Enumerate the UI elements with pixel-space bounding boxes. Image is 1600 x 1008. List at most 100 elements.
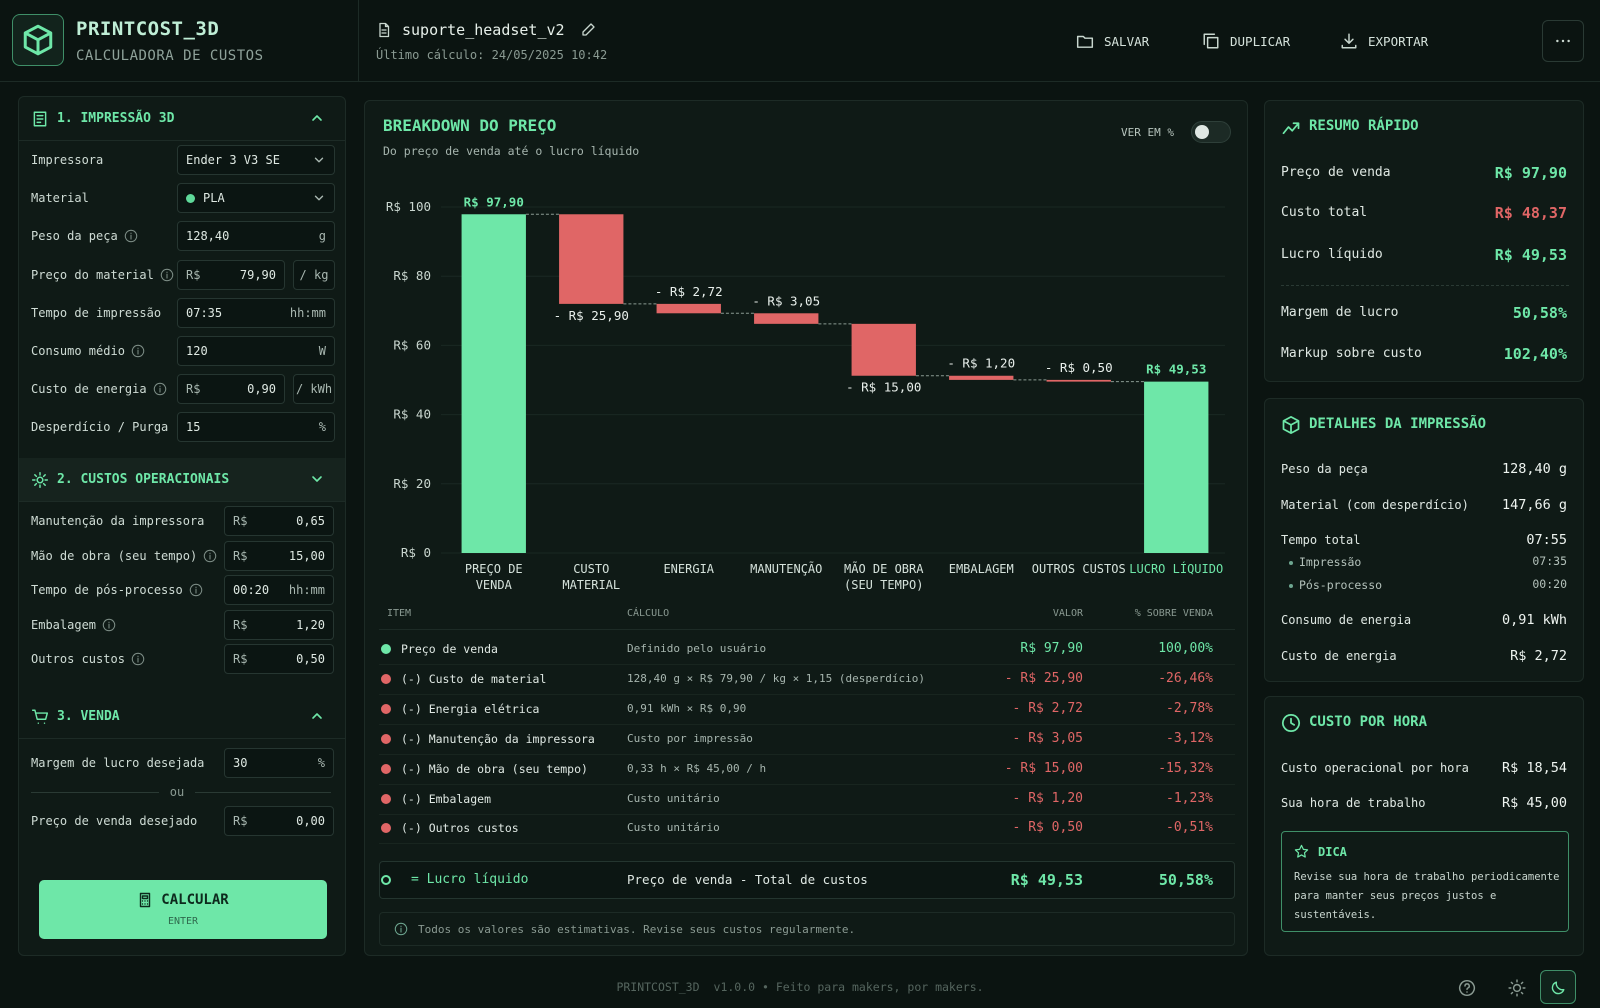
field-label: Peso da peça xyxy=(31,228,138,244)
detail-label: Custo de energia xyxy=(1281,649,1397,663)
brand-subtitle: CALCULADORA DE CUSTOS xyxy=(76,48,264,64)
input[interactable]: R$ 0,50 xyxy=(224,644,334,674)
icon-path xyxy=(160,268,173,281)
detail-value: 0,91 kWh xyxy=(1501,612,1567,628)
card-title: RESUMO RÁPIDO xyxy=(1309,118,1419,134)
calculate-button[interactable]: CALCULAR ENTER xyxy=(39,880,327,939)
section-header[interactable]: 3. VENDA xyxy=(19,695,345,739)
table-calc: 0,91 kWh × R$ 0,90 xyxy=(627,701,747,715)
value-label: - R$ 3,05 xyxy=(752,293,820,308)
icon-path xyxy=(204,549,217,562)
summary-label: Lucro líquido xyxy=(1281,247,1383,262)
field-label: Consumo médio xyxy=(31,343,145,359)
input-value: Ender 3 V3 SE xyxy=(186,153,280,167)
field-label-text: Tempo de impressão xyxy=(31,305,162,320)
summary-label: Margem de lucro xyxy=(1281,305,1399,320)
table-calc: Custo unitário xyxy=(627,791,720,805)
sub-bullet xyxy=(1289,561,1293,565)
input[interactable]: R$ 79,90 xyxy=(177,259,285,290)
input-value: 00:20 xyxy=(233,583,270,597)
down-icon xyxy=(314,195,324,201)
table-value: - R$ 25,90 xyxy=(1004,670,1083,686)
input[interactable]: 120 W xyxy=(177,336,335,366)
percent-toggle[interactable] xyxy=(1191,121,1231,143)
hourly-value: R$ 18,54 xyxy=(1501,760,1567,776)
action-button[interactable]: SALVAR xyxy=(1076,30,1149,52)
icon-path xyxy=(31,471,49,489)
bar xyxy=(1144,381,1209,553)
table-pct: -0,51% xyxy=(1166,820,1213,836)
detail-value: R$ 2,72 xyxy=(1510,648,1567,664)
section-header[interactable]: 2. CUSTOS OPERACIONAIS xyxy=(19,458,345,502)
total-row xyxy=(379,861,1235,899)
icon-path xyxy=(124,230,137,243)
field-label: Preço de venda desejado xyxy=(31,813,197,829)
card-title: DETALHES DA IMPRESSÃO xyxy=(1309,416,1487,432)
field-label-text: Mão de obra (seu tempo) xyxy=(31,548,198,563)
action-label: SALVAR xyxy=(1104,33,1150,49)
value-label: - R$ 15,00 xyxy=(846,380,921,395)
total-calc: Preço de venda - Total de custos xyxy=(627,872,868,887)
field-label-text: Desperdício / Purga xyxy=(31,420,169,435)
input-value: 1,20 xyxy=(296,617,325,632)
icon-path xyxy=(1203,33,1219,49)
divider xyxy=(358,0,359,82)
select[interactable]: PLA xyxy=(177,183,335,214)
toggle-knob xyxy=(1195,125,1209,139)
tip-text: Revise sua hora de trabalho periodicamen… xyxy=(1294,871,1560,921)
field-label-text: Consumo médio xyxy=(31,344,125,358)
total-item: = Lucro líquido xyxy=(411,872,529,887)
moon-icon xyxy=(1551,981,1565,995)
section-title: 2. CUSTOS OPERACIONAIS xyxy=(57,472,230,487)
input[interactable]: R$ 15,00 xyxy=(224,540,334,571)
theme-button[interactable] xyxy=(1540,970,1576,1004)
input[interactable]: 15% xyxy=(177,412,335,443)
x-tick-label: MÃO DE OBRA (SEU TEMPO) xyxy=(844,562,924,592)
detail-value: 07:35 xyxy=(1532,554,1567,568)
input[interactable]: R$ 1,20 xyxy=(224,609,334,640)
input-panel: 1. IMPRESSÃO 3D Impressora Ender 3 V3 SE Ma… xyxy=(18,96,346,956)
input-value: 15,00 xyxy=(288,548,325,563)
bar xyxy=(754,313,819,324)
input[interactable]: R$ 0,90 xyxy=(177,374,285,405)
action-button[interactable]: EXPORTAR xyxy=(1340,30,1428,52)
note-box: Todos os valores são estimativas. Revise… xyxy=(379,912,1235,946)
icon-path xyxy=(140,892,151,908)
column-header: CÁLCULO xyxy=(627,608,670,619)
icon-path xyxy=(1294,844,1309,858)
icon-path xyxy=(314,195,324,201)
bar xyxy=(461,214,526,553)
icon-path xyxy=(1282,416,1300,434)
input[interactable]: R$ 0,00 xyxy=(224,806,334,836)
input[interactable]: 30% xyxy=(224,748,334,778)
section-header[interactable]: 1. IMPRESSÃO 3D xyxy=(19,97,345,141)
x-tick-label: LUCRO LÍQUIDO xyxy=(1129,562,1224,576)
x-tick-label: PREÇO DE VENDA xyxy=(464,562,523,592)
down-icon xyxy=(312,476,322,482)
input[interactable]: 07:35 hh:mm xyxy=(177,297,335,328)
input[interactable]: 00:20 hh:mm xyxy=(224,575,334,605)
table-value: - R$ 3,05 xyxy=(1012,730,1083,746)
action-button[interactable]: DUPLICAR xyxy=(1202,30,1290,52)
more-button[interactable] xyxy=(1542,20,1584,62)
summary-label: Preço de venda xyxy=(1281,165,1391,180)
column-header: ITEM xyxy=(387,608,412,619)
select[interactable]: Ender 3 V3 SE xyxy=(177,145,335,175)
table-rule xyxy=(379,629,1235,630)
table-rule xyxy=(379,813,1235,815)
input-value: 15 xyxy=(186,420,201,435)
file-name[interactable]: suporte_headset_v2 xyxy=(402,21,565,39)
toggle-label: VER EM % xyxy=(1121,126,1174,139)
column-header: % SOBRE VENDA xyxy=(1134,608,1213,619)
detail-value: 00:20 xyxy=(1532,577,1567,591)
table-rule xyxy=(379,664,1235,665)
logo xyxy=(12,14,64,66)
info-icon xyxy=(102,618,116,631)
card-title: CUSTO POR HORA xyxy=(1309,714,1428,730)
field-label-text: Custo de energia xyxy=(31,382,147,397)
bar xyxy=(559,214,624,304)
input-prefix: R$ xyxy=(186,382,201,397)
input[interactable]: 128,40 g xyxy=(177,221,335,252)
help-icon xyxy=(1458,979,1476,996)
input[interactable]: R$ 0,65 xyxy=(224,506,334,536)
